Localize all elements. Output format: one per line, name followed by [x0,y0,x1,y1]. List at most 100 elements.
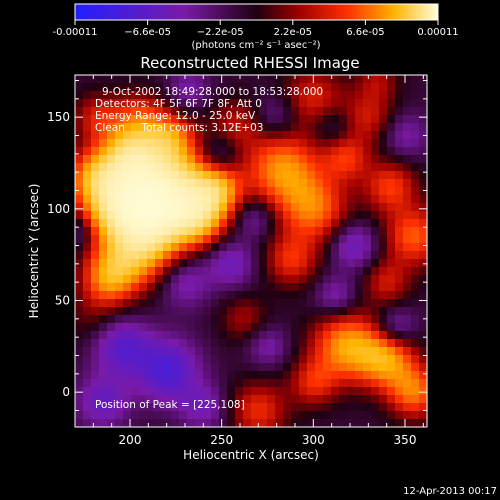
heatmap-cell [283,243,292,252]
heatmap-cell [371,195,380,204]
heatmap-cell [123,307,132,316]
heatmap-cell [139,283,148,292]
heatmap-cell [323,115,332,124]
heatmap-cell [211,371,220,380]
heatmap-cell [155,139,164,148]
heatmap-cell [387,75,396,84]
heatmap-cell [267,83,276,92]
heatmap-cell [163,123,172,132]
heatmap-cell [315,283,324,292]
heatmap-cell [291,283,300,292]
y-tick-label: 50 [55,294,70,308]
heatmap-cell [195,107,204,116]
heatmap-cell [147,339,156,348]
heatmap-cell [227,195,236,204]
heatmap-cell [115,291,124,300]
heatmap-cell [251,331,260,340]
heatmap-cell [363,203,372,212]
heatmap-cell [179,99,188,108]
heatmap-cell [107,123,116,132]
heatmap-cell [211,331,220,340]
heatmap-cell [211,387,220,396]
heatmap-cell [267,291,276,300]
heatmap-cell [139,347,148,356]
heatmap-cell [179,331,188,340]
heatmap-cell [91,219,100,228]
heatmap-cell [107,83,116,92]
heatmap-cell [227,251,236,260]
heatmap-cell [75,339,84,348]
heatmap-cell [371,291,380,300]
heatmap-cell [75,283,84,292]
heatmap-cell [291,211,300,220]
heatmap-cell [363,219,372,228]
heatmap-cell [363,83,372,92]
heatmap-cell [379,387,388,396]
heatmap-cell [315,139,324,148]
heatmap-cell [131,291,140,300]
heatmap-cell [123,243,132,252]
heatmap-cell [219,331,228,340]
heatmap-cell [83,187,92,196]
heatmap-cell [219,411,228,420]
heatmap-cell [219,147,228,156]
heatmap-cell [171,307,180,316]
heatmap-cell [171,267,180,276]
heatmap-cell [187,91,196,100]
heatmap-cell [267,355,276,364]
heatmap-cell [283,355,292,364]
heatmap-cell [203,195,212,204]
heatmap-cell [283,291,292,300]
heatmap-cell [267,115,276,124]
heatmap-cell [275,171,284,180]
heatmap-cell [107,355,116,364]
heatmap-cell [395,299,404,308]
heatmap-cell [403,75,412,84]
heatmap-cell [179,387,188,396]
heatmap-cell [363,179,372,188]
heatmap-cell [419,83,428,92]
heatmap-cell [107,267,116,276]
heatmap-cell [139,139,148,148]
heatmap-cell [299,371,308,380]
heatmap-cell [75,131,84,140]
heatmap-cell [299,323,308,332]
heatmap-cell [163,275,172,284]
heatmap-cell [259,219,268,228]
heatmap-cell [179,243,188,252]
heatmap-cell [147,91,156,100]
heatmap-cell [147,115,156,124]
heatmap-cell [291,179,300,188]
heatmap-cell [363,267,372,276]
heatmap-cell [419,179,428,188]
heatmap-cell [235,163,244,172]
heatmap-cell [235,291,244,300]
heatmap-cell [211,339,220,348]
heatmap-cell [211,219,220,228]
heatmap-cell [411,235,420,244]
heatmap-cell [331,75,340,84]
heatmap-cell [355,75,364,84]
heatmap-cell [315,379,324,388]
heatmap-cell [283,227,292,236]
heatmap-cell [267,219,276,228]
heatmap-cell [115,331,124,340]
heatmap-cell [347,275,356,284]
heatmap-cell [411,339,420,348]
heatmap-cell [403,339,412,348]
heatmap-cell [307,371,316,380]
heatmap-cell [203,387,212,396]
heatmap-cell [211,115,220,124]
heatmap-cell [267,243,276,252]
heatmap-cell [307,131,316,140]
heatmap-cell [267,387,276,396]
heatmap-cell [403,155,412,164]
heatmap-cell [235,387,244,396]
heatmap-cell [283,115,292,124]
heatmap-cell [347,227,356,236]
heatmap-cell [131,355,140,364]
heatmap-cell [243,299,252,308]
heatmap-cell [363,211,372,220]
heatmap-cell [139,403,148,412]
heatmap-cell [83,75,92,84]
